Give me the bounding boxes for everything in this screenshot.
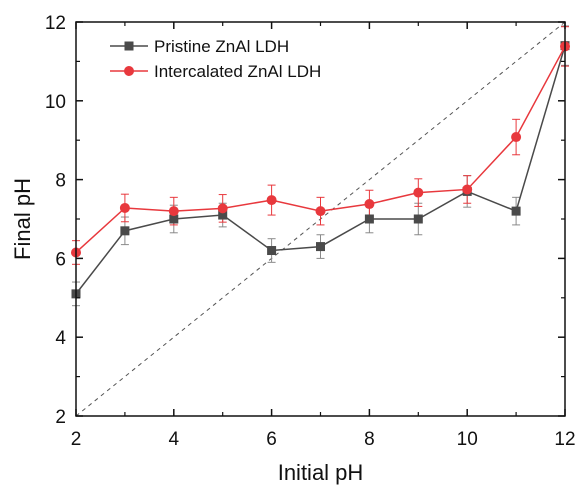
data-point-intercalated <box>267 195 277 205</box>
data-point-pristine <box>414 215 423 224</box>
y-tick-label: 12 <box>45 13 66 34</box>
legend-marker-pristine <box>125 42 134 51</box>
x-tick-label: 6 <box>266 429 277 450</box>
y-tick-label: 10 <box>45 92 66 113</box>
data-point-pristine <box>512 207 521 216</box>
y-axis-label: Final pH <box>10 178 35 260</box>
data-point-pristine <box>120 226 129 235</box>
x-tick-label: 2 <box>71 429 82 450</box>
data-point-intercalated <box>413 188 423 198</box>
y-tick-label: 4 <box>55 328 66 349</box>
x-axis-label: Initial pH <box>278 460 364 485</box>
legend: Pristine ZnAl LDH Intercalated ZnAl LDH <box>110 37 321 81</box>
data-point-pristine <box>365 215 374 224</box>
legend-label-pristine: Pristine ZnAl LDH <box>154 37 289 56</box>
data-point-pristine <box>267 246 276 255</box>
data-point-intercalated <box>218 203 228 213</box>
legend-marker-intercalated <box>124 66 134 76</box>
y-tick-label: 2 <box>55 407 66 428</box>
data-point-intercalated <box>511 132 521 142</box>
data-point-intercalated <box>316 206 326 216</box>
x-tick-label: 10 <box>457 429 478 450</box>
y-tick-label: 8 <box>55 171 66 192</box>
x-tick-label: 4 <box>169 429 180 450</box>
data-point-pristine <box>316 242 325 251</box>
x-tick-label: 12 <box>554 429 575 450</box>
data-point-intercalated <box>364 199 374 209</box>
data-point-intercalated <box>169 206 179 216</box>
data-point-intercalated <box>120 203 130 213</box>
y-tick-label: 6 <box>55 249 66 270</box>
x-tick-label: 8 <box>364 429 375 450</box>
legend-label-intercalated: Intercalated ZnAl LDH <box>154 62 321 81</box>
data-point-intercalated <box>462 184 472 194</box>
